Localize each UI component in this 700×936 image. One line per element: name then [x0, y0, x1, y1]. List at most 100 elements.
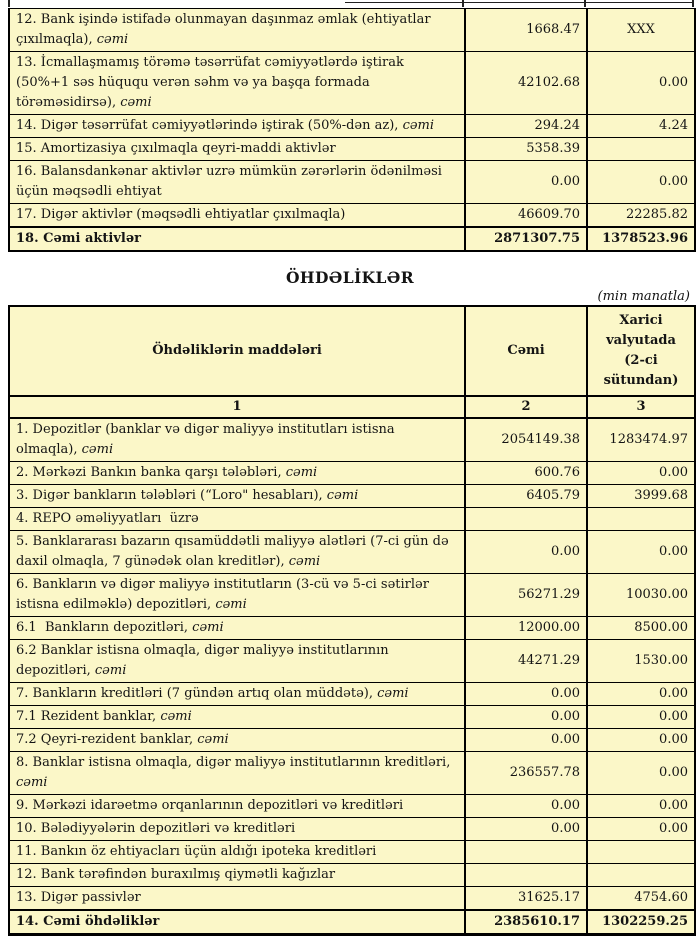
table-border-remnant	[462, 0, 464, 7]
row-label-cell: 7.1 Rezident banklar, cəmi	[8, 705, 466, 729]
row-label-cell: 2. Mərkəzi Bankın banka qarşı tələbləri,…	[8, 461, 466, 485]
row-label-cell: 8. Banklar istisna olmaqla, digər maliyy…	[8, 751, 466, 795]
row-label-italic-suffix: cəmi	[402, 118, 435, 133]
foreign-currency-value-cell: 0.00	[586, 817, 696, 841]
row-label-cell: 12. Bank işində istifadə olunmayan daşın…	[8, 8, 466, 52]
total-value-cell: 6405.79	[464, 484, 588, 508]
row-label-cell: 7.2 Qeyri-rezident banklar, cəmi	[8, 728, 466, 752]
unit-note: (min manatla)	[597, 289, 690, 304]
row-label-cell: 9. Mərkəzi idarəetmə orqanlarının depozi…	[8, 794, 466, 818]
row-label-cell: 6.1 Bankların depozitləri, cəmi	[8, 616, 466, 640]
table-row: 12. Bank tərəfindən buraxılmış qiymətli …	[8, 863, 696, 887]
row-label-italic-suffix: cəmi	[96, 32, 129, 47]
row-label-cell: 10. Bələdiyyələrin depozitləri və kredit…	[8, 817, 466, 841]
header-total: Cəmi	[464, 305, 588, 397]
table-row: 5. Banklararası bazarın qısamüddətli mal…	[8, 530, 696, 574]
row-label-cell: 18. Cəmi aktivlər	[8, 226, 466, 252]
table-row: 3. Digər bankların tələbləri (“Loro" hes…	[8, 484, 696, 508]
foreign-currency-value-cell: 0.00	[586, 530, 696, 574]
foreign-currency-value-cell: 22285.82	[586, 203, 696, 228]
row-label-cell: 4. REPO əməliyyatları üzrə	[8, 507, 466, 531]
total-value-cell: 294.24	[464, 114, 588, 138]
row-label-cell: 1. Depozitlər (banklar və digər maliyyə …	[8, 417, 466, 462]
liabilities-heading: ÖHDƏLİKLƏR	[286, 268, 414, 287]
foreign-currency-value-cell: 0.00	[586, 51, 696, 115]
total-value-cell: 236557.78	[464, 751, 588, 795]
total-value-cell: 0.00	[464, 160, 588, 204]
row-label-italic-suffix: cəmi	[215, 597, 247, 612]
table-row: 6. Bankların və digər maliyyə institutla…	[8, 573, 696, 617]
row-label-italic-suffix: cəmi	[192, 620, 224, 635]
foreign-currency-value-cell: 0.00	[586, 728, 696, 752]
total-value-cell	[464, 863, 588, 887]
foreign-currency-value-cell: 0.00	[586, 705, 696, 729]
row-label-cell: 15. Amortizasiya çıxılmaqla qeyri-maddi …	[8, 137, 466, 161]
table-row: 14. Cəmi öhdəliklər 2385610.17 1302259.25	[8, 909, 696, 935]
row-label-cell: 5. Banklararası bazarın qısamüddətli mal…	[8, 530, 466, 574]
table-row: 16. Balansdankənar aktivlər uzrə mümkün …	[8, 160, 696, 204]
row-label-cell: 17. Digər aktivlər (məqsədli ehtiyatlar …	[8, 203, 466, 228]
row-label-italic-suffix: cəmi	[377, 686, 409, 701]
row-label-italic-suffix: cəmi	[197, 732, 229, 747]
total-value-cell: 2385610.17	[464, 909, 588, 935]
table-row: 11. Bankın öz ehtiyacları üçün aldığı ip…	[8, 840, 696, 864]
row-label-italic-suffix: cəmi	[120, 95, 152, 110]
foreign-currency-value-cell: 0.00	[586, 682, 696, 706]
row-label-cell: 13. Digər passivlər	[8, 886, 466, 911]
row-label-italic-suffix: cəmi	[326, 488, 359, 503]
row-label-cell: 3. Digər bankların tələbləri (“Loro" hes…	[8, 484, 466, 508]
foreign-currency-value-cell: 0.00	[586, 160, 696, 204]
table-row: 6.1 Bankların depozitləri, cəmi 12000.00 8…	[8, 616, 696, 640]
row-label-italic-suffix: cəmi	[16, 775, 48, 790]
foreign-currency-value-cell	[586, 863, 696, 887]
header-items: Öhdəliklərin maddələri	[8, 305, 466, 397]
foreign-currency-value-cell: 0.00	[586, 751, 696, 795]
total-value-cell: 0.00	[464, 794, 588, 818]
column-number-2: 2	[464, 395, 588, 419]
total-value-cell: 12000.00	[464, 616, 588, 640]
total-value-cell: 2871307.75	[464, 226, 588, 252]
row-label-italic-suffix: cəmi	[285, 465, 318, 480]
table-border-remnant	[584, 0, 586, 7]
foreign-currency-value-cell: 0.00	[586, 461, 696, 485]
foreign-currency-value-cell: 1530.00	[586, 639, 696, 683]
table-row: 7.2 Qeyri-rezident banklar, cəmi 0.00 0.00	[8, 728, 696, 752]
row-label-cell: 11. Bankın öz ehtiyacları üçün aldığı ip…	[8, 840, 466, 864]
total-value-cell: 46609.70	[464, 203, 588, 228]
total-value-cell: 31625.17	[464, 886, 588, 911]
total-value-cell: 5358.39	[464, 137, 588, 161]
total-value-cell: 1668.47	[464, 8, 588, 52]
row-label-italic-suffix: cəmi	[94, 663, 127, 678]
total-value-cell: 44271.29	[464, 639, 588, 683]
table-row: 1. Depozitlər (banklar və digər maliyyə …	[8, 417, 696, 462]
table-row: 15. Amortizasiya çıxılmaqla qeyri-maddi …	[8, 137, 696, 161]
table-row: 4. REPO əməliyyatları üzrə	[8, 507, 696, 531]
column-number-1: 1	[8, 395, 466, 419]
column-numbering-row: 1 2 3	[8, 395, 696, 419]
row-label-cell: 16. Balansdankənar aktivlər uzrə mümkün …	[8, 160, 466, 204]
total-value-cell: 0.00	[464, 682, 588, 706]
header-foreign: Xarici valyutada (2-ci sütundan)	[586, 305, 696, 397]
row-label-cell: 13. İcmallaşmamış törəmə təsərrüfat cəmi…	[8, 51, 466, 115]
table-row: 6.2 Banklar istisna olmaqla, digər maliy…	[8, 639, 696, 683]
row-label-cell: 6. Bankların və digər maliyyə institutla…	[8, 573, 466, 617]
total-value-cell: 0.00	[464, 728, 588, 752]
table-row: 13. İcmallaşmamış törəmə təsərrüfat cəmi…	[8, 51, 696, 115]
foreign-currency-value-cell: 4754.60	[586, 886, 696, 911]
total-value-cell	[464, 840, 588, 864]
row-label-cell: 14. Cəmi öhdəliklər	[8, 909, 466, 935]
table-row: 9. Mərkəzi idarəetmə orqanlarının depozi…	[8, 794, 696, 818]
table-row: 7.1 Rezident banklar, cəmi 0.00 0.00	[8, 705, 696, 729]
foreign-currency-value-cell: 0.00	[586, 794, 696, 818]
total-value-cell: 0.00	[464, 530, 588, 574]
table-row: 18. Cəmi aktivlər 2871307.75 1378523.96	[8, 226, 696, 252]
row-label-italic-suffix: cəmi	[160, 709, 192, 724]
foreign-currency-value-cell: 1302259.25	[586, 909, 696, 935]
table-row: 17. Digər aktivlər (məqsədli ehtiyatlar …	[8, 203, 696, 228]
foreign-currency-value-cell: XXX	[586, 8, 696, 52]
table-row: 7. Bankların kreditləri (7 gündən artıq …	[8, 682, 696, 706]
table-row: 12. Bank işində istifadə olunmayan daşın…	[8, 8, 696, 52]
foreign-currency-value-cell	[586, 507, 696, 531]
table-border-remnant	[8, 0, 10, 7]
row-label-cell: 12. Bank tərəfindən buraxılmış qiymətli …	[8, 863, 466, 887]
